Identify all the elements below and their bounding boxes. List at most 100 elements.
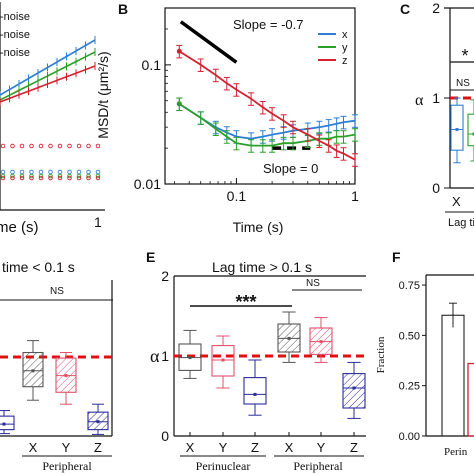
panel-a-noise-point — [48, 169, 53, 175]
panel-e-box-peripheral-x-mean-marker — [287, 336, 291, 340]
panel-f-ytick-label: 0.25 — [399, 381, 420, 393]
panel-c-ytick-label: 1 — [432, 90, 440, 106]
panel-b-series-line-y — [178, 103, 356, 147]
panel-e-box-perinuclear-z-box — [243, 377, 267, 405]
panel-a-noise-point — [57, 143, 63, 149]
panel-a-noise-point — [38, 169, 44, 175]
panel-a-noise-point — [57, 175, 63, 181]
panel-e-group-label-peripheral: Peripheral — [293, 459, 343, 473]
panel-a-noise-point — [86, 143, 91, 149]
panel-c: C 0 1 2 * NS α X Lag tim — [400, 0, 474, 229]
panel-e-title: Lag time > 0.1 s — [212, 259, 312, 275]
panel-b-slope-annotation-2: Slope = 0 — [263, 161, 318, 176]
panel-a-noise-point — [57, 173, 63, 179]
panel-c-ns-label: NS — [456, 78, 470, 89]
panel-b-point-z — [176, 48, 182, 54]
panel-f-ylabel: Fraction — [375, 336, 387, 373]
panel-a-xlabel: me (s) — [0, 219, 39, 236]
panel-e-ns-label: NS — [306, 278, 320, 289]
panel-b-ticks: 0.01 0.1 0.1 1 — [134, 28, 359, 204]
panel-a-noise-point — [76, 143, 82, 149]
panel-a-noise-point — [67, 143, 72, 149]
panel-f: F 0.00 0.25 0.50 0.75 Fraction Perin — [375, 249, 474, 458]
panel-a-noise-point — [48, 143, 53, 149]
panel-f-ytick-label: 0.00 — [399, 431, 420, 443]
panel-a-noise-point — [95, 175, 101, 181]
panel-e-ylabel: α — [150, 346, 160, 366]
panel-f-label: F — [392, 249, 401, 265]
panel-a-noise-point — [95, 173, 101, 179]
panel-a-noise-point — [76, 173, 82, 179]
panel-e-box-peripheral-y-mean-marker — [319, 340, 323, 344]
panel-a-noise-point — [38, 173, 44, 179]
panel-a-noise-point — [95, 169, 101, 175]
panel-a-noise-point — [0, 175, 6, 181]
panel-e-group-label-perinuclear: Perinuclear — [196, 459, 251, 473]
panel-a-noise-point — [57, 169, 63, 175]
panel-a-noise-point — [86, 175, 91, 181]
panel-e-box-peripheral-z-mean-marker — [352, 386, 356, 390]
panel-c-box-y-box — [467, 113, 474, 147]
panel-a-legend-entry-1: -noise — [0, 11, 30, 23]
panel-d-title: time < 0.1 s — [2, 259, 75, 275]
panel-a-noise-point — [76, 169, 82, 175]
panel-a-noise-point — [86, 169, 91, 175]
panel-b-series — [176, 44, 358, 167]
panel-c-xtick-label: X — [452, 194, 461, 209]
panel-d-box-cropped-mean-marker — [2, 422, 6, 426]
panel-d-xtick-label-z: Z — [94, 440, 102, 455]
panel-e-box-perinuclear-z-mean-marker — [253, 392, 257, 396]
panel-a-noise-point — [10, 143, 15, 149]
panel-a-noise-point — [10, 175, 15, 181]
panel-c-box-x-box — [450, 104, 464, 151]
panel-c-box-y-mean-marker — [472, 132, 474, 136]
panel-f-ytick-label: 0.75 — [399, 280, 420, 292]
panel-d-box-x-mean-marker — [31, 369, 35, 373]
panel-d-box-cropped-box — [0, 415, 15, 431]
panel-c-ytick-label: 0 — [432, 180, 440, 196]
panel-b-ytick-label: 0.1 — [142, 57, 162, 73]
panel-b-label: B — [118, 1, 128, 17]
panel-e-xtick-label: X — [285, 440, 294, 455]
panel-a-noise-point — [0, 169, 6, 175]
panel-f-ticks: 0.00 0.25 0.50 0.75 — [399, 280, 426, 443]
panel-f-bars — [441, 302, 474, 437]
panel-b-plot-frame — [164, 7, 356, 185]
panel-a-noise-point — [19, 143, 25, 149]
panel-a-noise-point — [95, 143, 101, 149]
panel-a-noise-point — [29, 175, 34, 181]
panel-b-reference-lines — [179, 20, 311, 150]
panel-a-noise-point — [38, 175, 44, 181]
panel-e-xtick-label: Y — [219, 440, 228, 455]
panel-a-tick-label-1: 1 — [94, 214, 102, 230]
panel-d-ns-label: NS — [50, 286, 64, 297]
panel-a-noise-point — [10, 173, 15, 179]
panel-b: B 0.01 0.1 0.1 1 Slope = -0.7 Slope = 0 MSD… — [95, 1, 359, 235]
panel-c-sig-label: * — [461, 46, 468, 66]
panel-b-legend: x y z — [318, 29, 348, 67]
panel-a-noise-point — [19, 175, 25, 181]
panel-e-box-perinuclear-y-box — [211, 345, 235, 377]
panel-a-noise-point — [67, 173, 72, 179]
panel-b-legend-label-y: y — [342, 42, 348, 54]
panel-b-slope-annotation-1: Slope = -0.7 — [233, 17, 303, 32]
panel-a-noise-point — [86, 173, 91, 179]
panel-c-ylabel: α — [415, 92, 424, 109]
panel-a-noise-point — [29, 169, 34, 175]
panel-a-noise-point — [29, 173, 34, 179]
panel-e-xtick-label: Z — [350, 440, 358, 455]
panel-f-xlabel: Perin — [444, 446, 468, 458]
panel-d-group-label: Peripheral — [42, 459, 92, 473]
panel-a-noise-point — [0, 143, 6, 149]
panel-b-ytick-label: 0.01 — [134, 176, 161, 192]
panel-a-noise-point — [48, 173, 53, 179]
panel-a-legend-entry-3: -noise — [0, 47, 30, 59]
panel-a: -noise -noise -noise 1 me (s) — [0, 2, 105, 236]
panel-c-box-x-mean-marker — [455, 128, 459, 131]
panel-f-bar-1 — [441, 314, 465, 437]
panel-a-noise-point — [19, 169, 25, 175]
panel-c-boxes — [450, 96, 474, 164]
panel-b-xtick-label: 0.1 — [227, 188, 247, 204]
panel-a-legend-entry-2: -noise — [0, 29, 30, 41]
